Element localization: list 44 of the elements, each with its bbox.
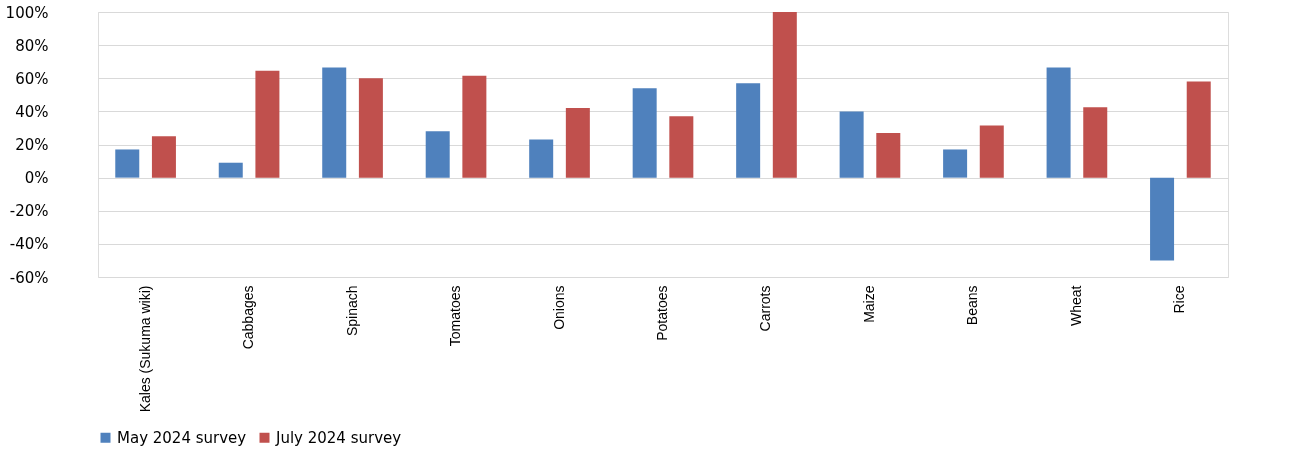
bar	[1046, 67, 1071, 178]
bar	[322, 67, 347, 178]
bar	[736, 83, 761, 178]
bar	[425, 131, 450, 178]
bar	[943, 149, 968, 178]
bar	[979, 125, 1004, 178]
bar	[115, 149, 140, 178]
x-tick-label: Beans	[964, 285, 981, 326]
bar	[1186, 81, 1211, 178]
x-tick-label: Maize	[860, 285, 877, 323]
legend-label: July 2024 survey	[275, 428, 402, 447]
x-tick-label: Rice	[1171, 285, 1188, 314]
bar	[1083, 107, 1108, 178]
y-tick-label: -20%	[9, 202, 49, 221]
bar	[462, 75, 487, 178]
bar	[218, 162, 243, 178]
bar	[1150, 177, 1175, 261]
bar	[876, 132, 901, 178]
bar	[151, 136, 176, 178]
legend-label: May 2024 survey	[117, 428, 247, 447]
x-tick-label: Tomatoes	[447, 285, 464, 347]
y-tick-label: 80%	[15, 36, 49, 55]
y-tick-label: -60%	[9, 268, 49, 287]
x-tick-label: Potatoes	[654, 285, 670, 341]
x-tick-label: Onions	[550, 285, 567, 330]
x-tick-label: Carrots	[757, 285, 774, 332]
y-tick-label: 100%	[5, 3, 49, 22]
y-tick-label: 40%	[15, 102, 49, 121]
x-tick-label: Spinach	[343, 285, 360, 337]
bar	[669, 116, 694, 178]
bar	[772, 12, 797, 178]
bar	[255, 70, 280, 178]
x-tick-label: Kales (Sukuma wiki)	[136, 285, 153, 413]
x-tick-label: Wheat	[1067, 285, 1084, 326]
y-tick-label: 20%	[15, 136, 49, 154]
bar	[358, 78, 383, 178]
y-tick-label: 60%	[15, 69, 49, 88]
bar	[839, 111, 864, 178]
bar	[565, 108, 590, 178]
bar	[529, 139, 554, 178]
y-tick-label: -40%	[9, 235, 49, 254]
y-tick-label: 0%	[24, 169, 49, 188]
bar	[632, 88, 657, 178]
x-tick-label: Cabbages	[240, 285, 257, 350]
